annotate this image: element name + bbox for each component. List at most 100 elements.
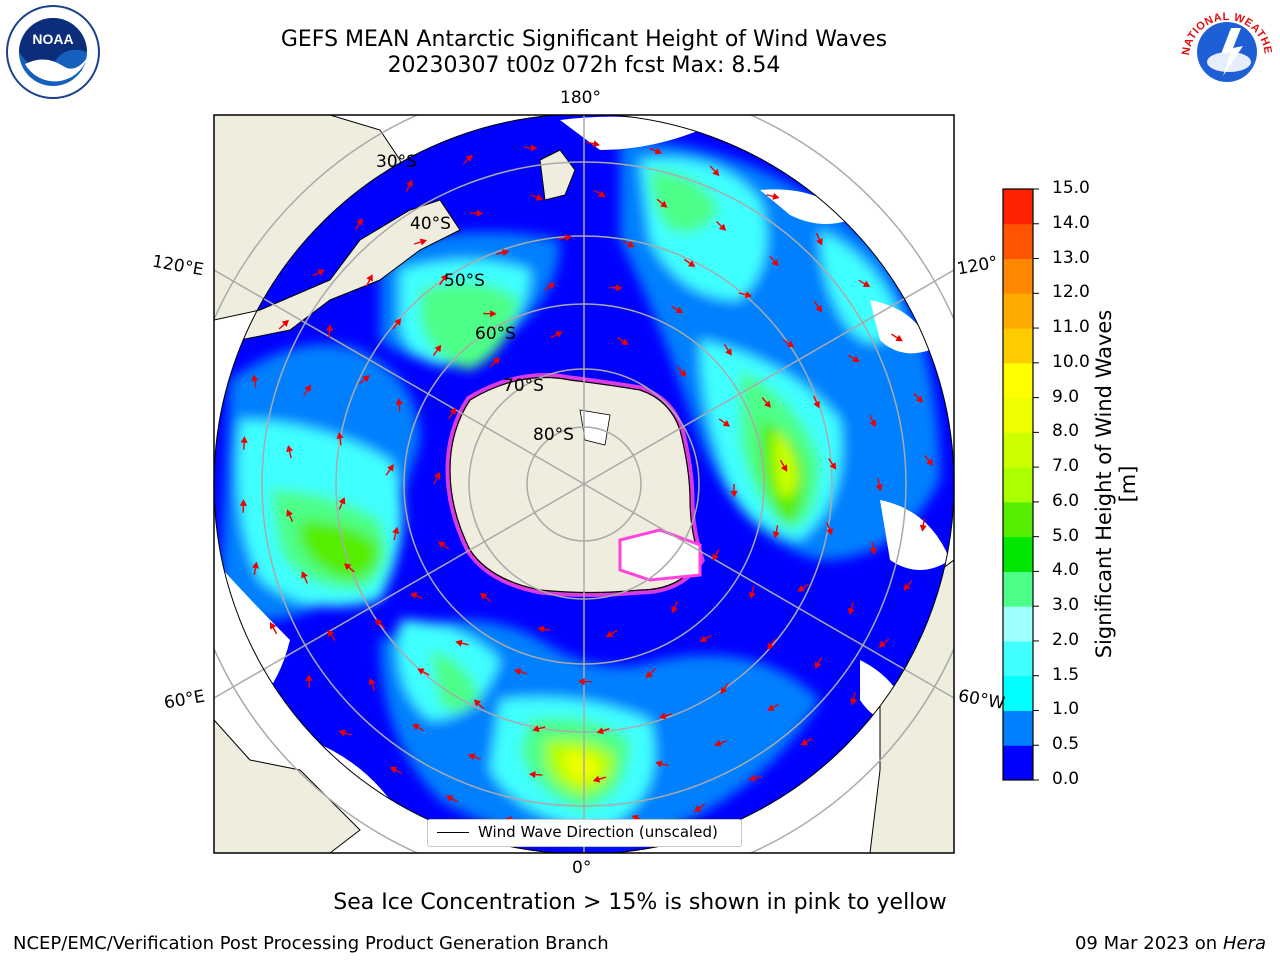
colorbar-tick-label: 0.5 xyxy=(1052,734,1080,755)
wave-direction-arrow-head xyxy=(772,531,780,539)
wave-direction-arrow-head xyxy=(419,238,428,246)
wave-direction-arrow-head xyxy=(336,431,344,439)
wave-direction-arrow-head xyxy=(240,436,248,443)
colorbar-swatch xyxy=(1003,745,1033,781)
colorbar-tick-label: 0.0 xyxy=(1052,769,1080,789)
colorbar-swatch xyxy=(1003,293,1033,329)
colorbar-swatch xyxy=(1003,258,1033,294)
lon-label-0: 0° xyxy=(572,858,592,878)
wave-direction-arrow-head xyxy=(720,686,728,695)
svg-text:NOAA: NOAA xyxy=(32,31,73,47)
wave-direction-arrow-head xyxy=(744,291,753,299)
wind-wave-arrows xyxy=(239,140,934,834)
wave-direction-arrow-head xyxy=(532,725,540,733)
wave-direction-arrow-head xyxy=(869,547,877,555)
colorbar-swatch xyxy=(1003,501,1033,538)
map-frame xyxy=(213,114,955,854)
colorbar-tick-label: 12.0 xyxy=(1052,282,1090,303)
wave-direction-arrow-head xyxy=(780,464,788,472)
wave-direction-arrow-head xyxy=(476,209,484,217)
lon-label-180: 180° xyxy=(560,88,601,108)
colorbar-swatch xyxy=(1003,432,1033,468)
wave-direction-arrow-head xyxy=(445,795,454,802)
colorbar-swatch xyxy=(1003,536,1033,572)
wave-direction-arrow-head xyxy=(767,642,774,651)
lat-label-80s: 80°S xyxy=(533,425,574,445)
wave-direction-arrow-head xyxy=(875,484,883,492)
wave-direction-arrow-head xyxy=(869,419,877,428)
wave-direction-arrow-head xyxy=(730,490,738,498)
lat-label-30s: 30°S xyxy=(376,152,417,172)
wave-direction-arrow-head xyxy=(699,635,708,642)
wave-direction-arrow-head xyxy=(655,760,663,768)
wave-direction-arrow-head xyxy=(338,729,346,737)
wave-direction-arrow-head xyxy=(286,509,293,517)
wave-direction-arrow-head xyxy=(850,698,858,706)
wave-direction-arrow-head xyxy=(513,668,522,676)
wave-direction-arrow-head xyxy=(878,640,886,648)
wave-direction-arrow-head xyxy=(564,234,572,242)
chart-subtitle: 20230307 t00z 072h fcst Max: 8.54 xyxy=(387,53,781,78)
wave-direction-arrow-head xyxy=(631,814,639,822)
wave-direction-arrow-head xyxy=(829,462,837,470)
colorbar-tick-label: 2.0 xyxy=(1052,629,1080,650)
colorbar-tick-label: 13.0 xyxy=(1052,247,1090,268)
colorbar-tick-label: 10.0 xyxy=(1052,351,1090,372)
wave-direction-arrow-head xyxy=(375,619,383,627)
wave-direction-arrow-head xyxy=(771,259,779,267)
caption: Sea Ice Concentration > 15% is shown in … xyxy=(333,890,947,915)
wave-direction-arrow-head xyxy=(826,527,833,536)
wave-direction-arrow-head xyxy=(748,591,756,600)
wave-direction-arrow-head xyxy=(437,541,446,549)
wave-direction-arrow-head xyxy=(621,338,629,345)
wave-direction-arrow-head xyxy=(714,739,722,747)
colorbar-tick-label: 6.0 xyxy=(1052,490,1080,511)
wave-direction-arrow-head xyxy=(712,553,719,561)
wave-direction-arrow-head xyxy=(286,444,294,453)
lat-label-50s: 50°S xyxy=(444,271,485,291)
wave-direction-arrow-head xyxy=(815,305,823,313)
wave-direction-arrow-head xyxy=(654,147,663,155)
colorbar-tick-label: 9.0 xyxy=(1052,386,1080,407)
lat-label-60s: 60°S xyxy=(475,324,516,344)
colorbar-swatch xyxy=(1003,640,1033,677)
wave-direction-arrow-head xyxy=(412,724,420,731)
wave-direction-arrow-head xyxy=(903,583,911,591)
colorbar-tick-label: 4.0 xyxy=(1052,560,1080,581)
wave-direction-arrow-head xyxy=(528,770,536,779)
wave-direction-arrow-head xyxy=(847,607,855,616)
wave-direction-arrow-head xyxy=(251,561,260,569)
wave-direction-arrow-head xyxy=(813,400,820,409)
wave-direction-arrow-head xyxy=(895,334,903,342)
wave-direction-arrow-head xyxy=(535,194,544,201)
wave-direction-arrow-head xyxy=(926,458,934,466)
colorbar-tick-label: 11.0 xyxy=(1052,317,1090,338)
wave-direction-arrow-head xyxy=(786,340,795,348)
wave-direction-arrow-head xyxy=(304,384,312,393)
wave-direction-arrow-head xyxy=(449,407,456,415)
wave-direction-arrow-head xyxy=(326,324,334,331)
wave-direction-arrow-head xyxy=(490,310,497,318)
wave-direction-arrow-head xyxy=(555,331,563,338)
wave-direction-arrow-head xyxy=(434,344,442,353)
wave-direction-arrow-head xyxy=(395,397,403,405)
colorbar-swatch xyxy=(1003,571,1033,607)
colorbar-swatch xyxy=(1003,467,1033,503)
wave-direction-arrow-head xyxy=(712,168,720,176)
footer-credit: NCEP/EMC/Verification Post Processing Pr… xyxy=(13,933,609,954)
wave-direction-arrow-head xyxy=(627,241,635,248)
wave-direction-arrow-head xyxy=(725,348,732,356)
wave-direction-arrow-head xyxy=(301,571,308,579)
colorbar-swatch xyxy=(1003,710,1033,746)
colorbar-tick-label: 3.0 xyxy=(1052,595,1080,616)
colorbar-tick-label: 7.0 xyxy=(1052,456,1080,477)
wave-direction-arrow-head xyxy=(338,497,346,505)
wave-direction-arrow-head xyxy=(814,661,822,669)
wave-direction-arrow-head xyxy=(387,464,394,472)
footer-host: Hera xyxy=(1222,933,1266,954)
wave-direction-arrow-head xyxy=(392,526,400,535)
wave-direction-arrow-head xyxy=(362,375,370,383)
nws-logo: NATIONAL WEATHER SERVICE xyxy=(1173,0,1277,106)
wave-direction-arrow-head xyxy=(270,622,277,630)
